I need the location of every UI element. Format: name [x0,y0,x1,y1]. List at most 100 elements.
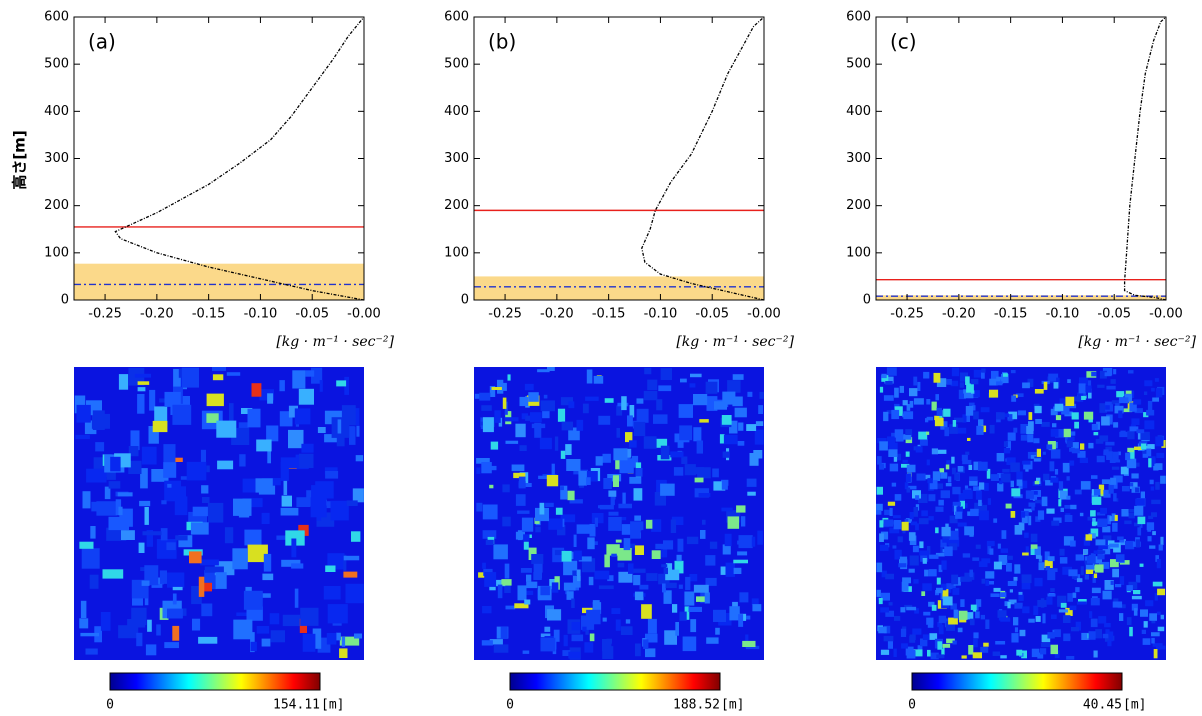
building [940,421,948,430]
colorbar-max-label: 188.52 [673,698,720,713]
building [1133,590,1141,595]
building [1024,508,1033,513]
building [927,478,933,484]
building [1035,499,1041,504]
building [1007,555,1013,560]
building [602,617,607,622]
building [317,427,326,433]
building [721,480,728,490]
building [753,450,763,459]
building [311,367,323,384]
building [1050,408,1058,416]
building [499,382,507,391]
building [1060,602,1067,608]
building [1035,553,1041,559]
building [607,575,614,582]
building [343,555,360,561]
building [82,491,91,509]
building [1055,429,1065,438]
building [697,467,711,479]
building [247,544,268,563]
building [643,639,649,649]
building [535,526,541,533]
building [991,370,999,380]
building [325,565,336,572]
building [754,429,764,445]
building [1143,621,1148,628]
building [967,511,971,516]
building [1091,587,1101,594]
panel: 0 100 200 300 400 500 600 -0.25 -0.20 -0.15 -0.10 -… [846,10,1196,351]
building [1121,509,1129,517]
building [121,530,135,540]
building [159,570,167,584]
building [948,617,958,625]
building [989,548,994,555]
building [705,381,718,394]
building [985,619,990,629]
building [616,428,620,438]
y-tick-label: 200 [444,198,469,213]
building [1134,446,1143,450]
building [1130,390,1135,398]
building [876,510,882,515]
building [990,474,999,481]
building [504,581,511,593]
building [954,473,960,481]
building [888,602,893,606]
building [201,582,212,592]
building [339,648,348,658]
building [912,490,921,499]
building [505,605,516,610]
building [1143,412,1149,418]
building [1090,598,1100,606]
building [941,560,947,570]
building [881,373,887,379]
building [1075,621,1081,631]
mixing-band [474,276,764,300]
building [1009,589,1013,593]
building [175,457,183,462]
building [1072,592,1077,598]
building [939,468,945,473]
building [1151,632,1160,637]
building [927,546,931,554]
y-tick-label: 0 [461,293,469,308]
building [589,633,595,642]
building [1034,389,1044,394]
building [921,591,926,596]
building [720,566,726,575]
building [1071,442,1079,449]
building [647,618,657,634]
building [978,561,988,567]
building [877,438,887,444]
building [917,645,923,652]
y-tick-label: 400 [44,104,69,119]
building [926,459,930,466]
building [1074,489,1082,495]
building [909,512,914,520]
y-tick-label: 400 [444,104,469,119]
building [572,570,577,576]
building [1030,533,1038,543]
building [524,383,534,391]
building [602,646,614,659]
building [674,560,684,574]
building [1021,650,1027,659]
building [970,390,980,398]
building [935,483,943,489]
building [1062,462,1070,473]
building [1025,490,1034,499]
building [1116,391,1125,398]
building [207,502,224,523]
building [500,626,508,639]
building [1099,403,1108,413]
building [482,562,486,569]
profile-line [1123,16,1167,301]
building [686,536,699,545]
building [270,630,285,643]
building [1054,403,1064,411]
building [489,386,496,397]
building [894,429,904,438]
building [502,397,507,409]
